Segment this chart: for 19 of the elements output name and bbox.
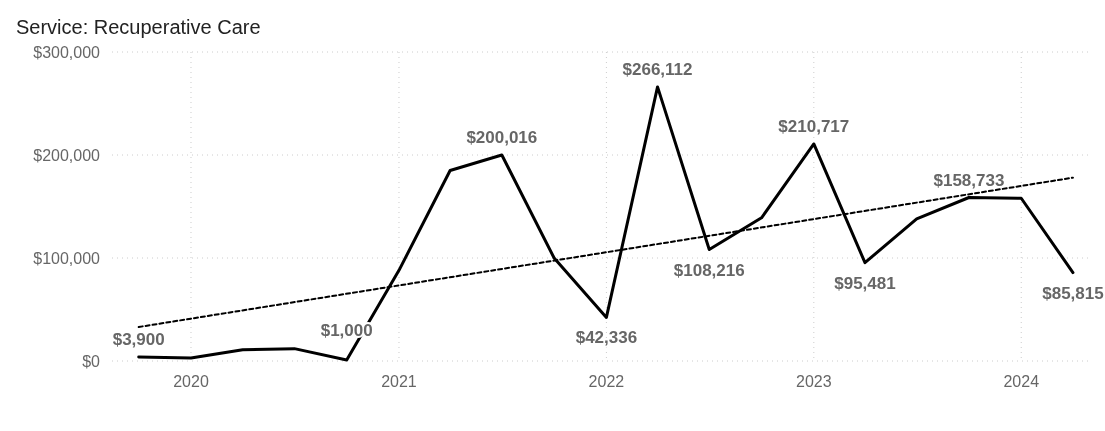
data-label: $42,336 [575,328,638,348]
y-tick-label: $100,000 [33,250,101,267]
x-tick-label: 2022 [588,373,625,390]
data-label: $200,016 [466,127,538,147]
y-tick-label: $200,000 [33,147,101,164]
data-label: $95,481 [834,273,896,293]
x-tick-label: 2023 [796,373,832,390]
data-label: $85,815 [1042,283,1104,303]
x-tick-label: 2020 [173,373,209,390]
data-label: $158,733 [933,170,1005,190]
data-label: $210,717 [778,116,850,136]
y-tick-label: $0 [82,353,101,370]
y-tick-label: $300,000 [33,44,101,61]
x-tick-label: 2021 [381,373,417,390]
chart-title: Service: Recuperative Care [16,16,261,38]
data-label: $3,900 [112,329,165,349]
x-tick-label: 2024 [1003,373,1040,390]
data-label: $108,216 [673,260,745,280]
data-label: $266,112 [622,59,693,79]
